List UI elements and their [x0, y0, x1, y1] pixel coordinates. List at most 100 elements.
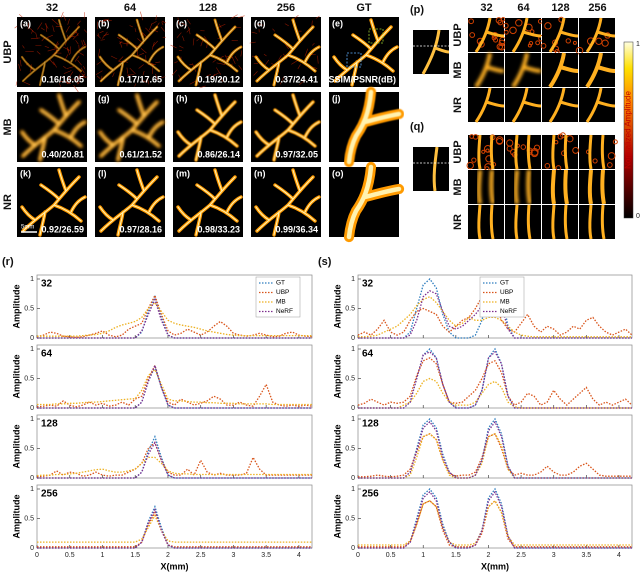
y-tick-label: 1: [351, 416, 355, 423]
vessel-core: [21, 169, 86, 236]
speckle: [188, 26, 191, 35]
speckle: [284, 23, 289, 27]
crop-image: [413, 146, 449, 192]
legend-label: NeRF: [276, 308, 293, 315]
speckle: [138, 64, 144, 69]
column-header: 256: [588, 2, 606, 14]
speckle: [606, 162, 613, 168]
vessel-core: [346, 89, 402, 165]
panel-letter: (c): [176, 18, 187, 28]
vessel-core: [21, 94, 86, 161]
row-label: UBP: [452, 140, 464, 163]
speckle: [234, 55, 239, 61]
speckle: [51, 19, 59, 25]
colorbar-label: Normalized Amplitude: [624, 91, 633, 169]
panel-metric: 0.99/36.34: [275, 224, 318, 234]
speckle: [231, 56, 236, 64]
panel-title: 64: [362, 349, 374, 360]
speckle: [500, 17, 506, 22]
speckle: [66, 66, 75, 69]
speckle: [231, 14, 238, 19]
speckle: [19, 59, 22, 67]
colorbar: [623, 41, 634, 219]
speckle: [285, 43, 289, 50]
data-line: [358, 295, 632, 338]
speckle: [73, 85, 79, 93]
speckle: [238, 65, 243, 70]
speckle: [77, 20, 81, 25]
plot-frame: [357, 484, 633, 549]
vessel: [585, 87, 616, 123]
speckle: [63, 15, 67, 21]
speckle: [220, 77, 223, 82]
speckle: [557, 133, 564, 140]
speckle: [216, 62, 226, 65]
speckle: [212, 59, 217, 63]
zoom-cell: [505, 87, 542, 123]
data-line: [37, 297, 312, 339]
x-tick-label: 0: [356, 552, 360, 559]
speckle: [134, 28, 137, 32]
speckle: [77, 59, 82, 66]
speckle: [119, 41, 123, 44]
zoom-cell: [505, 52, 542, 89]
speckle: [99, 30, 104, 34]
vessel: [474, 52, 505, 89]
zoom-cell: [468, 87, 505, 123]
vessel: [588, 204, 606, 240]
zoom-cell: [540, 16, 579, 55]
speckle: [607, 152, 616, 160]
speckle: [601, 39, 609, 47]
x-tick-label: 1: [421, 552, 425, 559]
y-tick-label: 0: [351, 405, 355, 412]
speckle: [151, 41, 155, 50]
speckle: [23, 81, 31, 86]
legend-box: [255, 276, 301, 318]
legend-label: GT: [276, 280, 285, 287]
column-header: 128: [551, 2, 569, 14]
panel-metric: 0.86/26.14: [197, 149, 240, 159]
speckle: [72, 78, 79, 84]
speckle: [67, 78, 73, 81]
panel-letter: (o): [332, 168, 344, 178]
y-tick-label: 0: [30, 405, 34, 412]
speckle: [96, 61, 102, 65]
zoom-cell: [542, 87, 579, 123]
y-tick-label: 0: [30, 335, 34, 342]
speckle: [27, 22, 30, 30]
speckle: [81, 40, 84, 45]
image-panel: (d) 0.37/24.41: [249, 14, 321, 87]
speckle: [253, 71, 258, 76]
zoom-cell: [502, 17, 545, 53]
legend-label: MB: [500, 299, 510, 306]
y-axis-label: Amplitude: [11, 495, 21, 539]
speckle: [98, 19, 105, 25]
vessel-core: [333, 19, 398, 86]
y-tick-label: 0: [30, 475, 34, 482]
speckle: [160, 76, 166, 79]
column-header: 64: [517, 2, 530, 14]
speckle: [103, 33, 109, 37]
speckle: [565, 38, 571, 44]
speckle: [96, 34, 102, 39]
speckle: [98, 48, 101, 57]
speckle: [63, 70, 72, 74]
zoom-cell: [579, 134, 618, 170]
speckle: [61, 75, 66, 79]
speckle: [77, 80, 82, 85]
zoom-cell: [542, 204, 578, 240]
panel-metric: 0.37/24.41: [275, 74, 318, 84]
vessel: [585, 17, 616, 53]
speckle: [495, 136, 504, 145]
y-axis-label: Amplitude: [332, 355, 342, 399]
x-tick-label: 4: [617, 552, 621, 559]
image-panel: (j): [329, 86, 405, 168]
image-panel: (l) 0.97/28.16: [95, 167, 165, 237]
data-line: [358, 377, 632, 409]
speckle: [304, 48, 309, 57]
speckle: [59, 83, 61, 87]
speckle: [22, 24, 26, 27]
x-tick-label: 2.5: [196, 552, 206, 559]
scale-bar-label: 5mm: [21, 225, 34, 231]
speckle: [14, 25, 18, 29]
